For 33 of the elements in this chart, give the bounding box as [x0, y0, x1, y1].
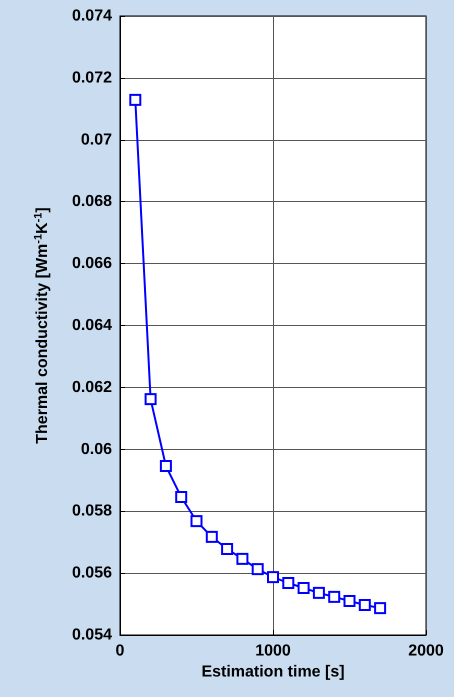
y-tick-label: 0.072: [72, 69, 112, 86]
point: [358, 598, 371, 611]
point: [160, 460, 172, 472]
point: [129, 94, 142, 106]
point: [175, 490, 188, 503]
point: [282, 577, 294, 590]
y-tick-label: 0.062: [72, 378, 112, 396]
y-tick-label: 0.07: [80, 131, 112, 148]
point: [252, 563, 264, 576]
point: [344, 594, 356, 607]
point: [374, 602, 386, 614]
point: [298, 582, 310, 594]
x-axis-title: Estimation time [s]: [201, 663, 345, 680]
point: [328, 590, 340, 603]
x-tick-label: 1000: [255, 642, 291, 660]
y-tick-label: 0.058: [72, 502, 112, 520]
y-tick-label: 0.056: [72, 564, 112, 582]
y-tick-label: 0.06: [80, 440, 112, 458]
y-axis-title: Thermal conductivity [Wm-1K-1]: [32, 207, 51, 444]
point: [190, 515, 202, 528]
y-tick-label: 0.066: [72, 255, 112, 272]
point: [267, 571, 279, 584]
y-tick-label: 0.064: [72, 317, 112, 334]
point: [312, 586, 325, 599]
point: [221, 542, 234, 555]
point: [206, 530, 218, 543]
point: [236, 552, 248, 565]
x-tick-label: 0: [116, 642, 125, 660]
y-tick-label: 0.074: [72, 8, 112, 24]
x-tick-label: 2000: [408, 642, 444, 660]
y-tick-label: 0.054: [72, 626, 112, 644]
point: [144, 393, 157, 406]
y-tick-label: 0.068: [72, 193, 112, 210]
